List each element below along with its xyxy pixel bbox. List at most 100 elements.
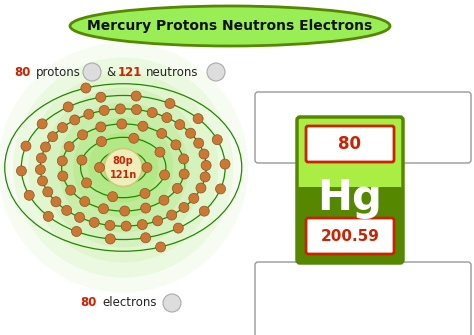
Circle shape	[167, 210, 177, 220]
Circle shape	[57, 156, 67, 166]
Circle shape	[81, 83, 91, 93]
Text: 80: 80	[80, 296, 96, 310]
Circle shape	[179, 202, 189, 212]
Text: 80: 80	[428, 127, 442, 135]
Circle shape	[138, 121, 148, 131]
Circle shape	[36, 153, 46, 163]
Circle shape	[179, 169, 189, 179]
Text: electrons = Atomic no. =: electrons = Atomic no. =	[288, 127, 410, 135]
FancyBboxPatch shape	[297, 187, 403, 263]
Circle shape	[105, 220, 115, 230]
Circle shape	[105, 234, 115, 244]
Circle shape	[28, 72, 218, 263]
Circle shape	[17, 166, 27, 176]
Circle shape	[64, 142, 74, 152]
Circle shape	[73, 118, 173, 217]
Circle shape	[74, 212, 85, 222]
Circle shape	[94, 162, 105, 173]
Circle shape	[63, 102, 73, 112]
Ellipse shape	[70, 6, 390, 46]
Circle shape	[37, 119, 47, 129]
Text: © knordslearning.com: © knordslearning.com	[389, 321, 468, 328]
Text: mass - atomic number: mass - atomic number	[310, 293, 417, 303]
Circle shape	[65, 185, 76, 195]
FancyBboxPatch shape	[255, 92, 471, 163]
Circle shape	[200, 172, 210, 182]
Circle shape	[201, 160, 211, 171]
Circle shape	[96, 92, 106, 102]
FancyBboxPatch shape	[306, 126, 394, 162]
Circle shape	[140, 188, 150, 198]
Circle shape	[99, 204, 109, 214]
Text: No. of neutrons = Atomic: No. of neutrons = Atomic	[303, 275, 423, 284]
Circle shape	[157, 129, 167, 138]
Circle shape	[199, 149, 209, 159]
Text: +: +	[87, 67, 97, 77]
Circle shape	[165, 98, 175, 109]
Circle shape	[141, 203, 151, 213]
Circle shape	[99, 106, 109, 116]
Circle shape	[70, 115, 80, 125]
Circle shape	[194, 138, 204, 148]
Text: electrons: electrons	[102, 296, 156, 310]
Text: 121: 121	[406, 312, 426, 321]
Circle shape	[160, 170, 170, 180]
Text: 80: 80	[14, 66, 30, 78]
Circle shape	[21, 141, 31, 151]
Text: = 201 - 80 =: = 201 - 80 =	[316, 312, 380, 321]
Circle shape	[43, 211, 54, 221]
Circle shape	[117, 119, 127, 129]
Circle shape	[77, 155, 87, 165]
Text: Mercury Protons Neutrons Electrons: Mercury Protons Neutrons Electrons	[87, 19, 373, 33]
Circle shape	[220, 159, 230, 169]
Circle shape	[97, 137, 107, 147]
Circle shape	[199, 206, 210, 216]
Text: 121: 121	[118, 66, 142, 78]
Circle shape	[84, 109, 94, 119]
Circle shape	[131, 105, 142, 115]
Circle shape	[216, 184, 226, 194]
Circle shape	[51, 197, 61, 207]
FancyBboxPatch shape	[297, 117, 403, 263]
Text: −: −	[167, 296, 177, 310]
Text: 121n: 121n	[109, 170, 137, 180]
Text: &: &	[107, 66, 120, 78]
Text: neutrons: neutrons	[146, 66, 199, 78]
Circle shape	[78, 130, 88, 140]
Circle shape	[58, 171, 68, 181]
Circle shape	[108, 192, 118, 202]
Text: 200.59: 200.59	[320, 228, 380, 244]
Circle shape	[173, 223, 183, 233]
Circle shape	[48, 132, 58, 142]
Circle shape	[129, 133, 139, 143]
Circle shape	[89, 217, 99, 227]
Circle shape	[88, 133, 158, 202]
Circle shape	[96, 122, 106, 132]
Text: No. of protons = No. of: No. of protons = No. of	[309, 109, 417, 118]
Circle shape	[173, 183, 182, 193]
Circle shape	[80, 197, 90, 206]
Circle shape	[193, 114, 203, 124]
Circle shape	[141, 233, 151, 243]
Circle shape	[175, 120, 185, 130]
Circle shape	[171, 140, 181, 150]
Circle shape	[162, 113, 172, 123]
Text: protons: protons	[36, 66, 81, 78]
Circle shape	[163, 294, 181, 312]
Circle shape	[43, 87, 203, 248]
Circle shape	[153, 216, 163, 226]
Circle shape	[37, 176, 47, 186]
Circle shape	[82, 178, 91, 188]
Circle shape	[137, 219, 147, 229]
Circle shape	[121, 221, 131, 231]
Circle shape	[155, 147, 165, 157]
Circle shape	[24, 190, 34, 200]
Circle shape	[179, 154, 189, 164]
Circle shape	[207, 63, 225, 81]
Circle shape	[36, 164, 46, 175]
Circle shape	[58, 103, 188, 232]
Circle shape	[159, 195, 169, 205]
Ellipse shape	[104, 148, 142, 187]
Circle shape	[41, 142, 51, 152]
FancyBboxPatch shape	[255, 262, 471, 335]
